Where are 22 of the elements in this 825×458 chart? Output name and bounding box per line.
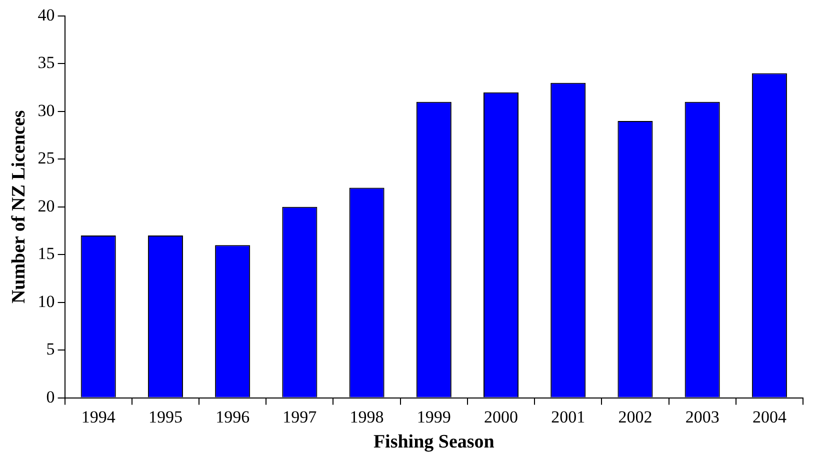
y-tick-label: 35 [38,53,55,72]
x-axis-title: Fishing Season [373,432,495,453]
y-tick-label: 30 [38,100,55,120]
x-tick-label: 1999 [416,407,451,426]
x-tick-label: 2003 [685,407,720,426]
x-tick-label: 2004 [752,407,787,426]
y-tick-label: 10 [38,292,55,311]
y-tick-label: 15 [38,244,55,264]
x-tick-label: 1997 [282,407,318,426]
x-tick-label: 1996 [216,407,250,426]
x-tick-label: 2002 [618,407,652,426]
y-tick-label: 40 [38,5,55,24]
x-tick-label: 1995 [148,407,182,426]
x-tick-label: 1998 [350,407,384,426]
y-tick-label: 0 [46,387,55,406]
x-tick-label: 2001 [551,407,586,426]
x-tick-label: 2000 [484,407,518,426]
y-axis-title: Number of NZ Licences [8,110,30,304]
y-tick-label: 5 [46,340,55,359]
x-tick-label: 1994 [81,407,116,426]
y-tick-label: 20 [38,196,55,216]
y-tick-label: 25 [38,148,55,168]
